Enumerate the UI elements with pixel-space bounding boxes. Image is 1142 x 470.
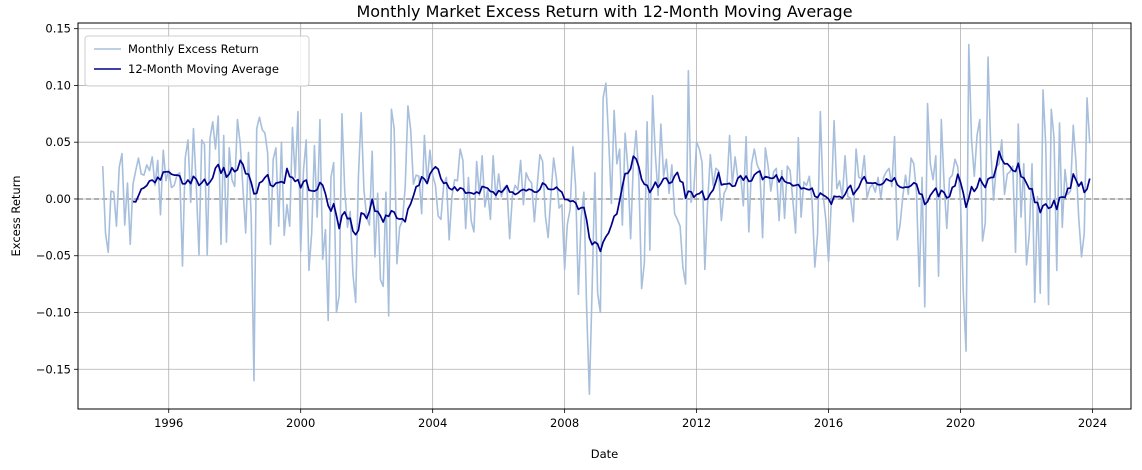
- series-line-monthly-excess-return: [101, 43, 1091, 396]
- chart-title: Monthly Market Excess Return with 12-Mon…: [356, 2, 852, 21]
- legend: Monthly Excess Return 12-Month Moving Av…: [84, 35, 310, 87]
- y-tick-label-4: 0.05: [45, 135, 71, 149]
- y-tick-label-6: 0.15: [45, 22, 71, 36]
- series-line-12-month-moving-average: [132, 150, 1091, 253]
- legend-label-monthly-excess-return: Monthly Excess Return: [128, 42, 259, 56]
- x-axis: 1996 2000 2004 2008 2012 2016 2020 2024: [154, 409, 1107, 430]
- x-tick-label-2008: 2008: [550, 416, 579, 430]
- y-tick-label-0: −0.15: [36, 362, 71, 376]
- x-tick-label-2012: 2012: [682, 416, 711, 430]
- y-tick-label-5: 0.10: [45, 78, 71, 92]
- y-tick-label-2: −0.05: [36, 249, 71, 263]
- legend-label-12-month-moving-average: 12-Month Moving Average: [128, 62, 279, 76]
- x-tick-label-2000: 2000: [286, 416, 315, 430]
- x-tick-label-1996: 1996: [154, 416, 183, 430]
- y-axis: −0.15 −0.10 −0.05 0.00 0.05 0.10 0.15: [36, 22, 78, 376]
- legend-box: [84, 35, 310, 87]
- x-tick-label-2020: 2020: [946, 416, 975, 430]
- plot-frame: [77, 22, 1132, 410]
- series-layer: [101, 43, 1091, 396]
- x-tick-label-2004: 2004: [418, 416, 447, 430]
- y-tick-label-3: 0.00: [45, 192, 71, 206]
- y-axis-title: Excess Return: [9, 175, 23, 256]
- x-tick-label-2024: 2024: [1078, 416, 1107, 430]
- x-axis-title: Date: [591, 447, 619, 461]
- y-tick-label-1: −0.10: [36, 306, 71, 320]
- x-tick-label-2016: 2016: [814, 416, 843, 430]
